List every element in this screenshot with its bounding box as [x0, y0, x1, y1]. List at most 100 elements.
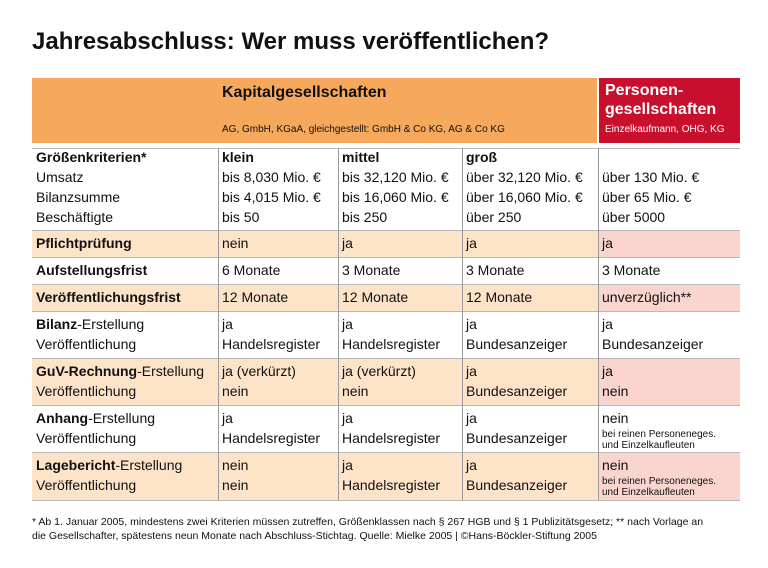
row-label: Beschäftigte	[36, 209, 114, 225]
column-head: mittel	[342, 149, 380, 165]
header-cell	[599, 78, 740, 143]
row-shade	[598, 452, 740, 500]
cell-note: und Einzelkaufleuten	[602, 440, 695, 451]
cell: Handelsregister	[342, 336, 441, 352]
cell: ja	[466, 410, 477, 426]
cell: bis 50	[222, 209, 260, 225]
header-cell	[32, 78, 597, 143]
cell: nein	[602, 410, 629, 426]
cell: 12 Monate	[466, 289, 533, 305]
row-label: Aufstellungsfrist	[36, 260, 147, 280]
row-line	[32, 284, 740, 285]
cell: ja	[602, 316, 613, 332]
cell: bis 16,060 Mio. €	[342, 189, 449, 205]
cell: Handelsregister	[342, 430, 441, 446]
row-line	[32, 257, 740, 258]
cell: über 130 Mio. €	[602, 169, 700, 185]
row-line	[32, 452, 740, 453]
cell: Bundesanzeiger	[466, 477, 568, 493]
cell: ja	[602, 235, 613, 251]
row-shade	[32, 284, 598, 311]
cell: ja	[342, 235, 353, 251]
cell: unverzüglich**	[602, 289, 692, 305]
cell-note: und Einzelkaufleuten	[602, 487, 695, 498]
cell: ja	[602, 363, 613, 379]
cell: über 250	[466, 209, 522, 225]
cell: ja (verkürzt)	[342, 363, 416, 379]
cell: nein	[222, 383, 249, 399]
cell: ja	[342, 410, 353, 426]
cell: ja (verkürzt)	[222, 363, 296, 379]
column-line	[218, 148, 219, 500]
label-text: -Erstellung	[115, 457, 183, 473]
cell: ja	[466, 363, 477, 379]
cell: ja	[342, 316, 353, 332]
cell: 3 Monate	[342, 262, 401, 278]
cell: Bundesanzeiger	[602, 336, 704, 352]
column-line	[598, 148, 599, 500]
cell: nein	[602, 383, 629, 399]
label-text: -Erstellung	[77, 316, 145, 332]
cell: Bundesanzeiger	[466, 336, 568, 352]
cell: bis 4,015 Mio. €	[222, 189, 321, 205]
row-shade	[598, 358, 740, 405]
label-bold: Pflichtprüfung	[36, 235, 132, 251]
cell: bis 250	[342, 209, 388, 225]
cell: über 32,120 Mio. €	[466, 169, 583, 185]
cell: Handelsregister	[222, 430, 321, 446]
column-head: groß	[466, 149, 498, 165]
cell: Handelsregister	[342, 477, 441, 493]
cell: nein	[602, 457, 629, 473]
row-label: Veröffentlichung	[36, 430, 137, 446]
cell: ja	[466, 457, 477, 473]
cell: 12 Monate	[222, 289, 289, 305]
cell: ja	[222, 410, 233, 426]
group-title: gesellschaften	[605, 101, 717, 118]
cell: über 5000	[602, 209, 666, 225]
row-shade	[32, 452, 598, 500]
row-line	[32, 358, 740, 359]
column-line	[338, 148, 339, 500]
row-line	[32, 148, 740, 149]
label-bold: Aufstellungsfrist	[36, 262, 148, 278]
row-line	[32, 230, 740, 231]
cell: bis 32,120 Mio. €	[342, 169, 449, 185]
row-label: Veröffentlichungsfrist	[36, 287, 181, 307]
cell-note: bei reinen Personeneges.	[602, 476, 716, 487]
group-title: Kapitalgesellschaften	[222, 84, 387, 101]
cell-note: bei reinen Personeneges.	[602, 429, 716, 440]
cell: nein	[222, 235, 249, 251]
row-label: GuV-Rechnung-Erstellung	[36, 361, 204, 381]
label-text: -Erstellung	[88, 410, 156, 426]
cell: Handelsregister	[222, 336, 321, 352]
cell: ja	[466, 316, 477, 332]
row-label: Veröffentlichung	[36, 383, 137, 399]
cell: nein	[222, 477, 249, 493]
footnote: * Ab 1. Januar 2005, mindestens zwei Kri…	[32, 516, 704, 528]
column-head: klein	[222, 149, 254, 165]
row-label: Anhang-Erstellung	[36, 408, 155, 428]
cell: 12 Monate	[342, 289, 409, 305]
row-shade	[598, 284, 740, 311]
cell: 6 Monate	[222, 262, 281, 278]
label-bold: Veröffentlichungsfrist	[36, 289, 181, 305]
title: Jahresabschluss: Wer muss veröffentliche…	[32, 28, 550, 55]
cell: Bundesanzeiger	[466, 383, 568, 399]
cell: 3 Monate	[602, 262, 661, 278]
group-subtitle: AG, GmbH, KGaA, gleichgestellt: GmbH & C…	[222, 124, 505, 135]
cell: nein	[222, 457, 249, 473]
cell: über 16,060 Mio. €	[466, 189, 583, 205]
label-bold: GuV-Rechnung	[36, 363, 138, 379]
cell: nein	[342, 383, 369, 399]
cell: über 65 Mio. €	[602, 189, 692, 205]
label-bold: Anhang	[36, 410, 89, 426]
row-label: Bilanzsumme	[36, 189, 121, 205]
cell: ja	[222, 316, 233, 332]
row-label: Bilanz-Erstellung	[36, 314, 144, 334]
row-label: Veröffentlichung	[36, 477, 137, 493]
row-label: Lagebericht-Erstellung	[36, 455, 182, 475]
row-label: Veröffentlichung	[36, 336, 137, 352]
row-label: Umsatz	[36, 169, 84, 185]
column-line	[462, 148, 463, 500]
